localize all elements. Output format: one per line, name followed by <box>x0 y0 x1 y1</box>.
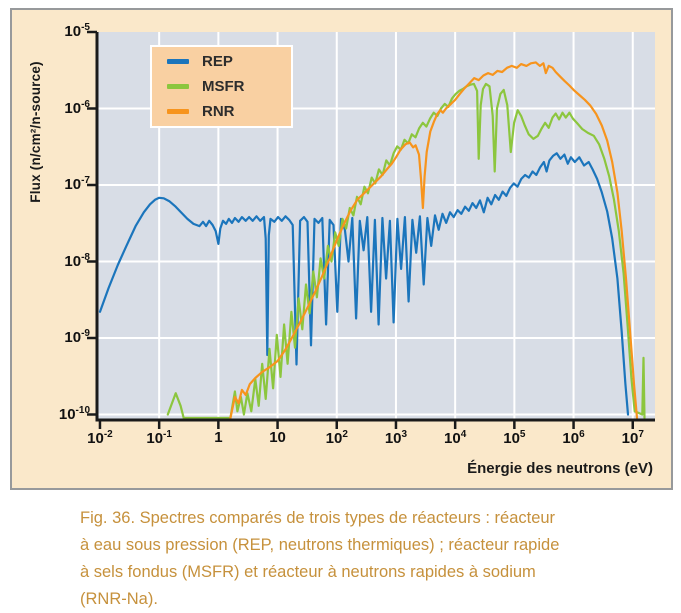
series-curve-rnr <box>229 61 639 420</box>
tick-base: 10 <box>87 430 104 447</box>
tick-base: 10 <box>384 430 402 447</box>
y-tick-label-10-8: 10-8 <box>32 252 90 270</box>
legend-label-msfr: MSFR <box>202 78 245 95</box>
x-tick-label-10-2: 10-2 <box>87 429 113 447</box>
tick-base: 10 <box>562 430 580 447</box>
y-tick-label-10-6: 10-6 <box>32 99 90 117</box>
x-tick-label-10: 10 <box>269 429 286 446</box>
tick-exponent: -1 <box>163 429 172 440</box>
x-tick-label-105: 105 <box>503 429 525 447</box>
tick-exponent: -9 <box>81 328 90 339</box>
tick-exponent: 2 <box>342 429 348 440</box>
y-tick-label-10-5: 10-5 <box>32 22 90 40</box>
x-tick-label-107: 107 <box>622 429 644 447</box>
tick-exponent: -8 <box>81 251 90 263</box>
x-tick-label-102: 102 <box>326 429 348 447</box>
tick-base: 10 <box>64 252 82 270</box>
tick-exponent: 4 <box>460 429 467 440</box>
tick-exponent: -6 <box>81 98 90 110</box>
tick-base: 10 <box>325 430 343 447</box>
tick-base: 10 <box>444 430 461 447</box>
tick-exponent: -7 <box>81 175 90 186</box>
tick-base: 10 <box>64 99 82 117</box>
tick-base: 10 <box>64 176 82 193</box>
x-tick-label-103: 103 <box>385 429 407 447</box>
legend-item-msfr: MSFR <box>167 76 291 98</box>
y-tick-label-10-10: 10-10 <box>32 405 90 423</box>
tick-base: 10 <box>58 405 76 423</box>
legend-swatch-msfr <box>167 84 189 89</box>
tick-exponent: -5 <box>81 22 90 33</box>
legend-item-rnr: RNR <box>167 101 291 123</box>
x-axis-title: Énergie des neutrons (eV) <box>467 460 653 477</box>
tick-base: 10 <box>146 430 164 447</box>
y-tick-label-10-9: 10-9 <box>32 328 90 346</box>
tick-base: 10 <box>621 430 639 447</box>
legend-item-rep: REP <box>167 51 291 73</box>
legend-label-rnr: RNR <box>202 103 235 120</box>
x-tick-label-104: 104 <box>444 429 466 447</box>
figure-panel: Flux (n/cm²/n-source) 10-2 10-1 1 10 102 103 1… <box>10 8 673 490</box>
tick-exponent: -2 <box>103 429 113 440</box>
tick-base: 1 <box>214 429 223 446</box>
legend-label-rep: REP <box>202 53 233 70</box>
tick-exponent: -10 <box>75 404 90 416</box>
tick-base: 10 <box>269 429 286 446</box>
x-tick-label-10-1: 10-1 <box>146 429 172 447</box>
series-curve-rep <box>98 152 630 416</box>
series-curve-msfr <box>166 82 646 420</box>
tick-exponent: 5 <box>519 429 526 440</box>
tick-exponent: 3 <box>401 429 408 440</box>
legend-swatch-rep <box>167 59 189 64</box>
tick-base: 10 <box>503 430 520 447</box>
y-tick-label-10-7: 10-7 <box>32 175 90 193</box>
tick-base: 10 <box>64 329 82 346</box>
tick-exponent: 6 <box>579 429 585 440</box>
x-tick-label-1: 1 <box>214 429 222 446</box>
y-axis-title: Flux (n/cm²/n-source) <box>28 61 43 203</box>
tick-exponent: 7 <box>638 429 644 440</box>
figure-caption: Fig. 36. Spectres comparés de trois type… <box>80 509 560 608</box>
tick-base: 10 <box>64 23 82 40</box>
legend: REP MSFR RNR <box>150 45 293 128</box>
legend-swatch-rnr <box>167 109 189 114</box>
x-tick-label-106: 106 <box>562 429 584 447</box>
